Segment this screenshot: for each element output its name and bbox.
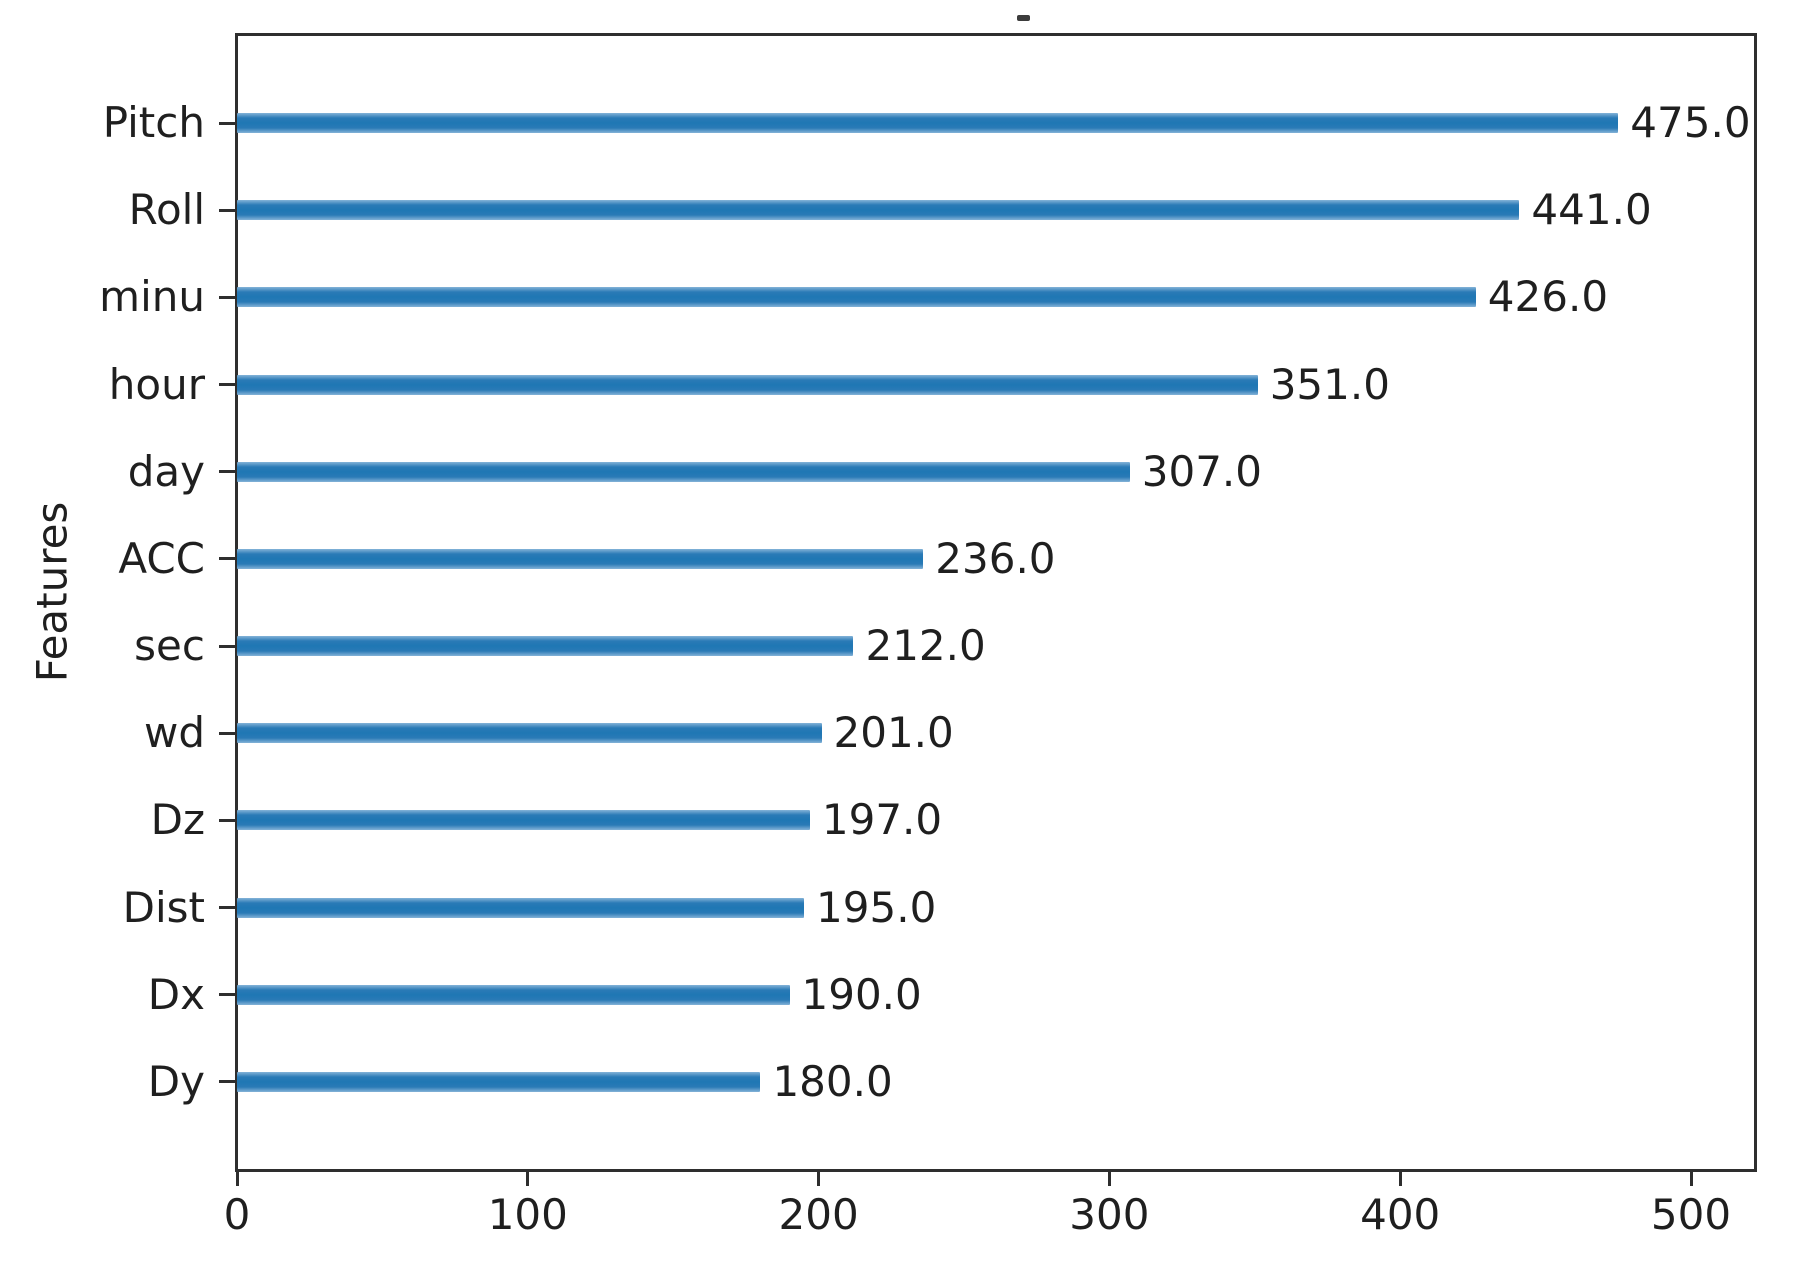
- y-tick-label-sec: sec: [134, 621, 205, 671]
- x-tick-label-0: 0: [223, 1190, 251, 1239]
- x-tick-label-300: 300: [1069, 1190, 1150, 1239]
- bar-value-label: 307.0: [1141, 446, 1262, 496]
- bar-value-label: 201.0: [833, 708, 954, 758]
- bar-hour: [237, 374, 1258, 395]
- bar-value-label: 426.0: [1487, 272, 1609, 322]
- bar-Dy: [237, 1071, 761, 1092]
- y-tick-label-Pitch: Pitch: [102, 98, 205, 147]
- x-tick-mark: [817, 1170, 821, 1186]
- plot-area-border: [235, 33, 1757, 1172]
- bar-sec: [237, 636, 854, 657]
- bar-value-label: 190.0: [801, 969, 922, 1019]
- bar-ACC: [237, 548, 924, 569]
- bar-value-label: 236.0: [935, 533, 1056, 583]
- y-tick-mark: [219, 1080, 236, 1084]
- bar-Dx: [237, 984, 790, 1005]
- bar-value-label: 197.0: [821, 795, 943, 845]
- y-tick-label-Dy: Dy: [147, 1056, 205, 1106]
- bar-Pitch: [237, 113, 1619, 133]
- y-tick-mark: [219, 470, 236, 474]
- y-tick-label-ACC: ACC: [118, 533, 205, 583]
- x-tick-mark: [526, 1170, 530, 1186]
- bar-Roll: [237, 200, 1520, 221]
- y-tick-mark: [219, 644, 236, 648]
- y-tick-label-minu: minu: [99, 272, 205, 322]
- x-tick-label-100: 100: [487, 1190, 568, 1239]
- x-tick-label-400: 400: [1360, 1190, 1441, 1239]
- y-tick-mark: [219, 557, 236, 561]
- x-tick-label-200: 200: [778, 1190, 859, 1239]
- bar-Dist: [237, 897, 805, 918]
- y-tick-mark: [219, 208, 236, 212]
- y-tick-mark: [219, 993, 236, 997]
- y-tick-label-Dz: Dz: [150, 795, 205, 845]
- y-tick-mark: [219, 121, 236, 125]
- bar-value-label: 441.0: [1531, 185, 1652, 235]
- bar-value-label: 195.0: [816, 882, 937, 932]
- y-tick-label-Dist: Dist: [122, 882, 205, 932]
- y-tick-label-wd: wd: [143, 708, 205, 758]
- bar-value-label: 475.0: [1630, 98, 1751, 147]
- y-tick-mark: [219, 818, 236, 822]
- title-dash-mark: [1017, 15, 1030, 21]
- x-tick-mark: [1398, 1170, 1402, 1186]
- x-tick-mark: [1689, 1170, 1693, 1186]
- y-tick-mark: [219, 731, 236, 735]
- y-tick-mark: [219, 295, 236, 299]
- x-tick-label-500: 500: [1650, 1190, 1732, 1239]
- y-tick-mark: [219, 906, 236, 910]
- y-tick-mark: [219, 383, 236, 387]
- x-tick-mark: [1107, 1170, 1111, 1186]
- bar-wd: [237, 723, 822, 744]
- y-tick-label-day: day: [127, 446, 205, 496]
- bar-value-label: 351.0: [1269, 359, 1390, 409]
- x-tick-mark: [235, 1170, 239, 1186]
- y-tick-label-hour: hour: [108, 359, 205, 409]
- bar-Dz: [237, 810, 810, 831]
- y-tick-label-Roll: Roll: [128, 185, 205, 235]
- bar-value-label: 180.0: [772, 1056, 893, 1106]
- y-tick-label-Dx: Dx: [147, 969, 205, 1019]
- bar-day: [237, 461, 1130, 482]
- bar-value-label: 212.0: [865, 621, 986, 671]
- bar-minu: [237, 287, 1476, 308]
